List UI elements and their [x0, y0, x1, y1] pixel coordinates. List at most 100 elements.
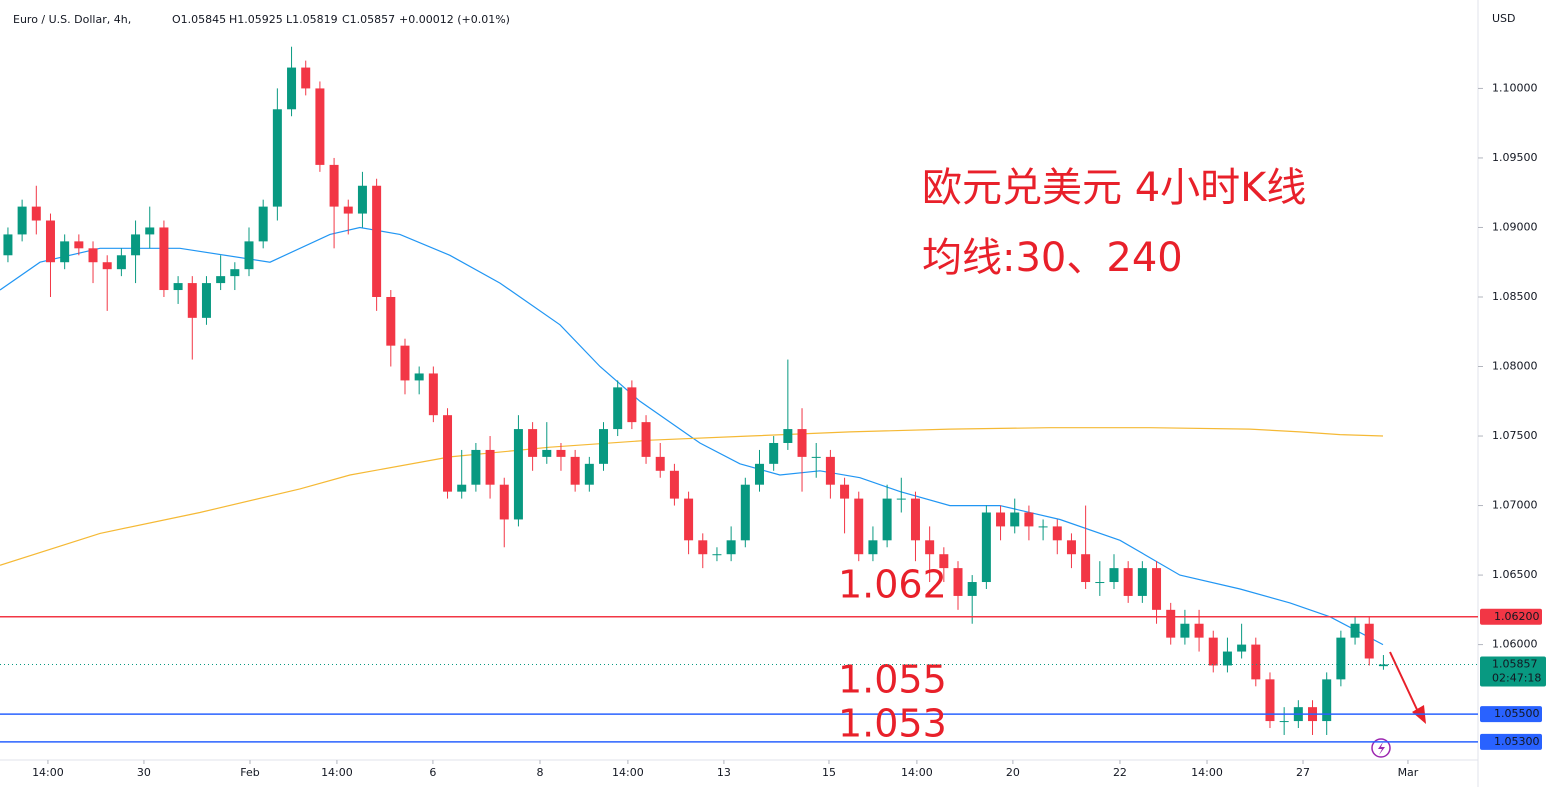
- candle-body: [542, 449, 552, 457]
- candle-body: [1081, 554, 1091, 583]
- candle-body: [216, 276, 226, 284]
- arrow: [1389, 651, 1421, 717]
- candle-body: [641, 422, 651, 457]
- y-tick-label: 1.07000: [1492, 499, 1538, 512]
- chart-title: 欧元兑美元 4小时K线: [922, 165, 1306, 211]
- candle-body: [754, 463, 764, 485]
- candle-body: [287, 67, 297, 110]
- candle-body: [471, 449, 481, 485]
- candle-body: [88, 248, 98, 263]
- candle-body: [627, 387, 637, 423]
- x-tick-label: 14:00: [901, 766, 933, 779]
- event-icon-bolt: [1378, 742, 1385, 755]
- level-annotation: 1.062: [838, 563, 947, 607]
- countdown: 02:47:18: [1492, 671, 1541, 684]
- x-tick-label: 20: [1006, 766, 1020, 779]
- candle-body: [1222, 651, 1232, 666]
- y-tick-label: 1.06500: [1492, 568, 1538, 581]
- last-price-box: [1480, 656, 1546, 687]
- candle-body: [457, 484, 467, 492]
- candle-body: [1251, 644, 1261, 680]
- x-tick-label: 14:00: [32, 766, 64, 779]
- candle-body: [1024, 512, 1034, 527]
- candle-body: [329, 164, 339, 207]
- candle-body: [528, 429, 538, 457]
- ohlc-value: C1.05857: [342, 13, 395, 26]
- candle-body: [1123, 568, 1133, 596]
- candle-body: [797, 429, 807, 457]
- candle-body: [925, 540, 935, 555]
- candle-body: [443, 415, 453, 492]
- x-tick-label: 14:00: [1191, 766, 1223, 779]
- level-label-box: [1480, 733, 1542, 750]
- candle-body: [31, 206, 41, 221]
- candle-body: [1378, 664, 1388, 667]
- x-tick-label: Mar: [1398, 766, 1419, 779]
- symbol: Euro / U.S. Dollar, 4h,: [13, 13, 131, 26]
- candle-body: [1364, 623, 1374, 659]
- candle-body: [1038, 526, 1048, 528]
- level-label: 1.06200: [1494, 610, 1540, 623]
- candle-body: [159, 227, 169, 291]
- ohlc-value: H1.05925: [229, 13, 283, 26]
- ohlc-value: +0.00012 (+0.01%): [399, 13, 510, 26]
- candle-body: [400, 345, 410, 381]
- level-annotation: 1.053: [838, 702, 947, 746]
- candle-body: [783, 429, 793, 443]
- y-tick-label: 1.09500: [1492, 151, 1538, 164]
- level-label: 1.05500: [1494, 707, 1540, 720]
- candle-body: [1350, 623, 1360, 638]
- candle-body: [599, 429, 609, 464]
- candle-body: [230, 269, 240, 277]
- x-tick-label: Feb: [240, 766, 259, 779]
- level-label-box: [1480, 608, 1542, 625]
- candle-body: [684, 498, 694, 541]
- x-tick-label: 14:00: [612, 766, 644, 779]
- candle-body: [258, 206, 268, 242]
- candle-body: [669, 470, 679, 499]
- candle-body: [3, 234, 13, 256]
- candle-body: [131, 234, 141, 256]
- candle-body: [1109, 568, 1119, 583]
- candle-body: [953, 568, 963, 596]
- x-tick-label: 13: [717, 766, 731, 779]
- candle-body: [840, 484, 850, 499]
- x-tick-label: 22: [1113, 766, 1127, 779]
- candle-body: [372, 185, 382, 297]
- candle-body: [74, 241, 84, 249]
- candle-body: [485, 449, 495, 485]
- chart-subtitle: 均线:30、240: [922, 235, 1183, 281]
- y-tick-label: 1.09000: [1492, 220, 1538, 233]
- y-tick-label: 1.08000: [1492, 360, 1538, 373]
- candle-body: [1152, 568, 1162, 610]
- candle-body: [1010, 512, 1020, 527]
- x-tick-label: 8: [536, 766, 543, 779]
- y-tick-label: 1.10000: [1492, 81, 1538, 94]
- x-tick-label: 27: [1296, 766, 1310, 779]
- candle-body: [854, 498, 864, 555]
- candle-body: [967, 582, 977, 596]
- plot: [0, 46, 1388, 735]
- candle-body: [882, 498, 892, 541]
- candle-body: [1052, 526, 1062, 541]
- moving-average: [0, 226, 1384, 646]
- candle-body: [1194, 623, 1204, 638]
- candle-body: [769, 442, 779, 464]
- candle-body: [910, 498, 920, 541]
- currency: USD: [1492, 12, 1516, 25]
- ohlc-value: L1.05819: [286, 13, 338, 26]
- candle-body: [102, 262, 112, 270]
- candle-body: [301, 67, 311, 89]
- x-tick-label: 14:00: [321, 766, 353, 779]
- candle-body: [187, 283, 197, 318]
- candle-body: [939, 554, 949, 569]
- candle-body: [244, 241, 254, 270]
- candle-body: [1265, 679, 1275, 722]
- candle-body: [343, 206, 353, 214]
- candle-body: [513, 429, 523, 520]
- candle-body: [145, 227, 155, 235]
- candle-body: [17, 206, 27, 235]
- candle-body: [811, 456, 821, 458]
